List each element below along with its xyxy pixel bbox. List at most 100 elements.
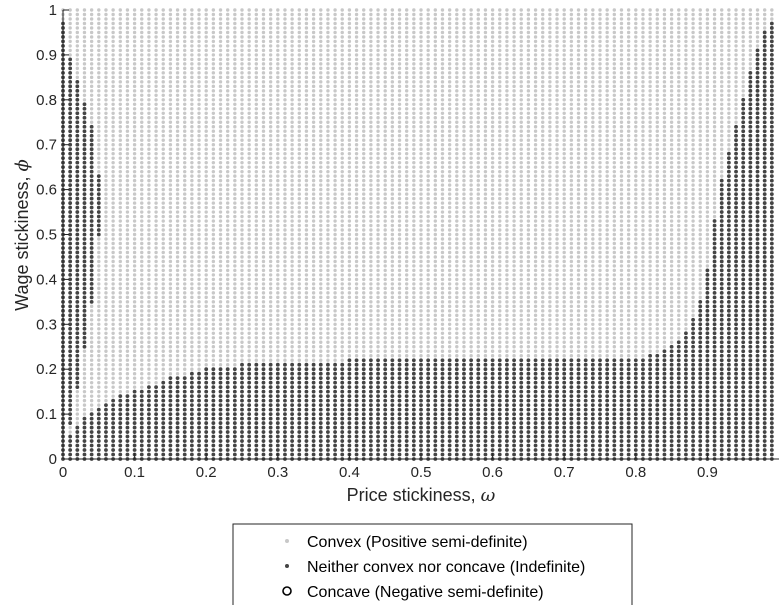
point-convex [204, 304, 208, 309]
point-convex [118, 371, 122, 376]
point-convex [283, 286, 287, 291]
point-convex [197, 48, 201, 53]
point-convex [218, 358, 223, 362]
point-indefinite [411, 394, 416, 399]
point-convex [254, 219, 259, 223]
point-indefinite [82, 443, 87, 448]
point-convex [211, 174, 216, 178]
point-indefinite [68, 111, 73, 116]
point-convex [297, 259, 301, 264]
point-convex [204, 75, 208, 80]
point-convex [175, 102, 180, 106]
point-convex [204, 232, 208, 237]
point-convex [118, 210, 122, 214]
point-convex [175, 174, 180, 178]
point-convex [233, 237, 237, 241]
point-convex [362, 300, 366, 304]
point-convex [97, 116, 101, 120]
point-convex [397, 291, 402, 295]
point-convex [183, 237, 187, 241]
point-indefinite [132, 398, 137, 403]
point-indefinite [247, 385, 252, 390]
point-convex [397, 237, 402, 241]
point-convex [190, 192, 194, 196]
point-indefinite [390, 412, 395, 416]
point-convex [125, 35, 130, 39]
point-indefinite [89, 151, 94, 156]
point-convex [326, 151, 330, 156]
point-convex [340, 102, 344, 106]
point-convex [211, 187, 216, 192]
point-convex [254, 174, 259, 178]
point-convex [290, 80, 294, 84]
point-indefinite [68, 246, 73, 250]
point-convex [362, 327, 366, 331]
point-convex [304, 187, 309, 192]
point-convex [104, 129, 108, 133]
point-indefinite [118, 398, 123, 403]
point-convex [254, 17, 259, 21]
point-convex [311, 241, 316, 246]
point-indefinite [204, 376, 209, 381]
point-convex [326, 165, 330, 169]
point-indefinite [75, 147, 80, 152]
point-convex [283, 93, 287, 98]
point-convex [197, 30, 201, 35]
point-convex [111, 151, 115, 156]
point-convex [383, 111, 387, 115]
point-indefinite [340, 425, 345, 430]
point-indefinite [89, 133, 94, 138]
point-convex [390, 214, 395, 219]
point-convex [175, 21, 180, 26]
point-convex [247, 151, 251, 156]
point-convex [276, 345, 280, 349]
point-convex [75, 389, 80, 394]
point-convex [225, 134, 230, 138]
point-convex [283, 120, 287, 124]
point-convex [311, 21, 316, 26]
point-convex [89, 102, 94, 106]
point-indefinite [368, 416, 373, 421]
point-convex [240, 223, 244, 228]
point-convex [225, 291, 230, 295]
point-convex [404, 237, 409, 241]
point-convex [132, 138, 137, 142]
point-indefinite [254, 443, 259, 448]
point-indefinite [197, 376, 201, 381]
point-convex [247, 169, 251, 174]
point-indefinite [368, 412, 373, 416]
point-convex [183, 66, 187, 71]
point-convex [354, 295, 359, 300]
point-convex [247, 286, 251, 291]
point-convex [190, 295, 194, 300]
point-convex [211, 89, 216, 93]
point-convex [161, 219, 165, 223]
point-convex [340, 107, 344, 111]
point-convex [89, 17, 94, 21]
point-convex [240, 300, 244, 304]
point-convex [290, 62, 294, 66]
point-convex [326, 228, 330, 232]
point-convex [140, 192, 144, 196]
point-indefinite [268, 416, 273, 421]
point-indefinite [304, 425, 309, 430]
point-convex [175, 309, 180, 313]
point-convex [283, 268, 287, 273]
point-convex [340, 349, 344, 353]
point-convex [304, 35, 309, 39]
point-convex [154, 380, 158, 385]
point-convex [304, 125, 309, 129]
point-convex [75, 75, 80, 80]
point-convex [104, 187, 108, 192]
point-convex [132, 30, 137, 35]
point-convex [412, 354, 416, 358]
point-indefinite [390, 358, 395, 363]
point-indefinite [354, 389, 359, 394]
point-convex [247, 232, 251, 237]
point-convex [340, 340, 344, 344]
point-indefinite [189, 403, 194, 408]
point-convex [283, 241, 287, 246]
point-convex [75, 44, 80, 48]
point-convex [218, 345, 223, 349]
point-convex [319, 340, 323, 344]
